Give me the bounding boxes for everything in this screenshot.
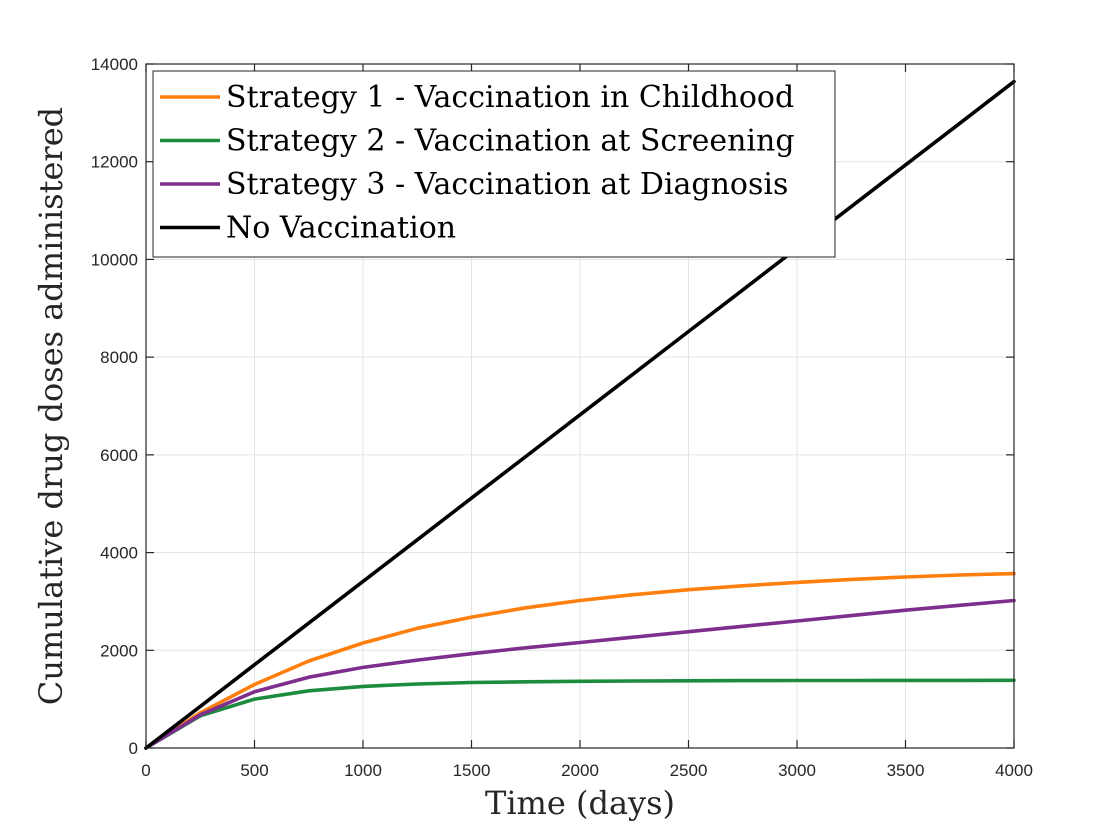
x-tick-label: 0 (141, 761, 150, 780)
y-tick-label: 4000 (100, 544, 138, 563)
series-line-3 (144, 598, 1016, 750)
x-axis-label: Time (days) (485, 784, 675, 822)
legend-entry-2: Strategy 2 - Vaccination at Screening (226, 124, 795, 159)
y-tick-label: 12000 (91, 153, 138, 172)
x-tick-label: 2000 (561, 761, 599, 780)
y-axis-label: Cumulative drug doses administered (32, 107, 70, 705)
series-line-4 (144, 79, 1016, 750)
y-tick-label: 10000 (91, 250, 138, 269)
x-tick-label: 2500 (670, 761, 708, 780)
y-tick-label: 6000 (100, 446, 138, 465)
y-tick-label: 14000 (91, 55, 138, 74)
y-tick-label: 8000 (100, 348, 138, 367)
legend-entry-3: Strategy 3 - Vaccination at Diagnosis (226, 167, 788, 202)
series-lines (144, 79, 1016, 750)
x-tick-label: 3500 (887, 761, 925, 780)
legend-box (152, 70, 836, 258)
series-line-2 (144, 678, 1016, 750)
x-tick-label: 3000 (778, 761, 816, 780)
axis-ticks: 0 500 1000 1500 2000 2500 3000 3500 4000 0 2000 400… (91, 55, 1033, 780)
y-tick-label: 0 (129, 739, 138, 758)
legend-entry-1: Strategy 1 - Vaccination in Childhood (226, 80, 794, 115)
series-line-1 (144, 571, 1016, 750)
x-tick-label: 1000 (344, 761, 382, 780)
legend: Strategy 1 - Vaccination in Childhood Str… (152, 70, 836, 258)
x-tick-label: 1500 (453, 761, 491, 780)
y-tick-label: 2000 (100, 641, 138, 660)
legend-entry-4: No Vaccination (226, 211, 456, 246)
x-tick-label: 500 (240, 761, 268, 780)
x-tick-label: 4000 (995, 761, 1033, 780)
